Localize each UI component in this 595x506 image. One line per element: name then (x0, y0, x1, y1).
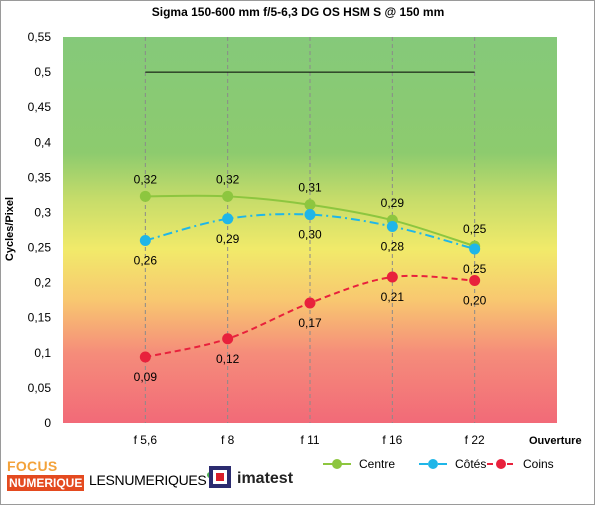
focus-logo-top: FOCUS (7, 458, 58, 474)
data-point (222, 213, 234, 225)
legend-label: Centre (359, 457, 395, 471)
data-label: 0,32 (134, 172, 158, 186)
y-tick-label: 0,2 (34, 276, 51, 290)
data-point (469, 243, 481, 255)
data-point (304, 297, 316, 309)
y-tick-label: 0,1 (34, 346, 51, 360)
imatest-logo-icon (209, 466, 231, 488)
x-tick-label: f 5,6 (134, 433, 158, 447)
y-tick-label: 0,05 (28, 381, 52, 395)
x-axis-title: Ouverture (529, 435, 582, 447)
data-label: 0,12 (216, 352, 240, 366)
legend-label: Coins (523, 457, 554, 471)
y-tick-label: 0,3 (34, 205, 51, 219)
logos: FOCUS NUMERIQUE LESNUMERIQUES imatest (1, 456, 331, 504)
data-label: 0,32 (216, 172, 240, 186)
x-tick-label: f 16 (382, 433, 402, 447)
series-line-1 (145, 213, 475, 250)
chart-title: Sigma 150-600 mm f/5-6,3 DG OS HSM S @ 1… (152, 5, 444, 19)
y-tick-label: 0,45 (28, 100, 52, 114)
x-tick-label: f 11 (300, 433, 319, 447)
data-label: 0,25 (463, 262, 487, 276)
data-label: 0,29 (216, 232, 240, 246)
legend-marker (428, 459, 438, 469)
x-tick-label: f 22 (465, 433, 485, 447)
y-tick-label: 0 (44, 416, 51, 430)
lesnumeriques-logo: LESNUMERIQUES (89, 472, 214, 488)
data-label: 0,09 (134, 370, 158, 384)
data-label: 0,28 (381, 239, 405, 253)
y-tick-label: 0,5 (34, 65, 51, 79)
lesnumeriques-text: LESNUMERIQUES (89, 472, 207, 488)
data-point (139, 190, 151, 202)
y-tick-label: 0,4 (34, 135, 51, 149)
data-label: 0,21 (381, 290, 405, 304)
data-label: 0,20 (463, 294, 487, 308)
y-tick-label: 0,25 (28, 241, 52, 255)
data-label: 0,25 (463, 222, 487, 236)
data-point (386, 271, 398, 283)
focus-numerique-logo: FOCUS NUMERIQUE (7, 458, 85, 492)
y-tick-label: 0,55 (28, 30, 52, 44)
data-label: 0,17 (298, 316, 322, 330)
x-tick-label: f 8 (221, 433, 235, 447)
data-point (386, 220, 398, 232)
y-axis-title: Cycles/Pixel (4, 197, 16, 261)
data-point (222, 190, 234, 202)
data-point (222, 333, 234, 345)
data-point (304, 199, 316, 211)
legend-marker (332, 459, 342, 469)
y-tick-label: 0,15 (28, 311, 52, 325)
legend: Centre Côtés Coins (323, 457, 554, 471)
data-label: 0,29 (381, 196, 405, 210)
data-label: 0,31 (298, 181, 322, 195)
legend-label: Côtés (455, 457, 486, 471)
y-tick-label: 0,35 (28, 170, 52, 184)
data-point (469, 275, 481, 287)
data-point (139, 235, 151, 247)
data-label: 0,30 (298, 228, 322, 242)
data-point (304, 209, 316, 221)
data-label: 0,26 (134, 254, 158, 268)
focus-logo-bottom: NUMERIQUE (7, 475, 85, 491)
data-point (139, 351, 151, 363)
imatest-text: imatest (237, 470, 294, 487)
legend-marker (496, 459, 506, 469)
